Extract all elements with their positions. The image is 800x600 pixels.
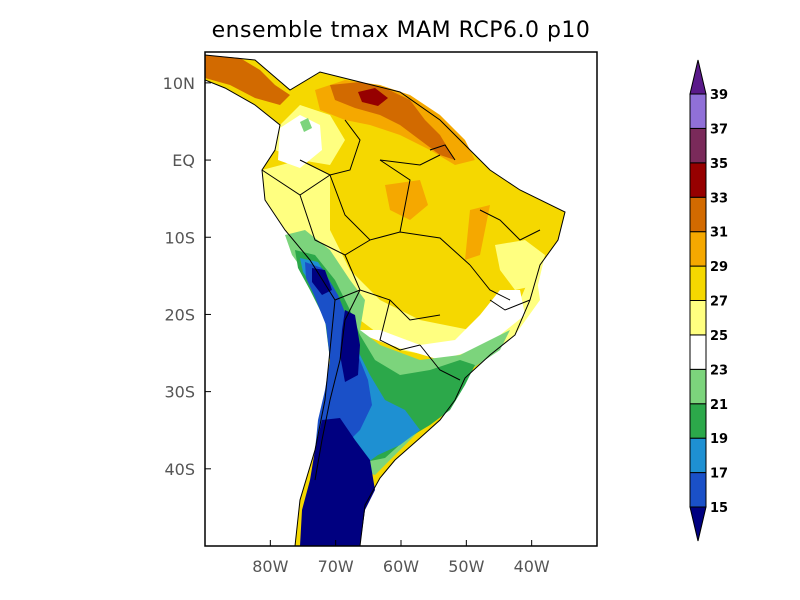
lon-tick-label: 40W: [514, 557, 550, 576]
longitude-axis: 80W 70W 60W 50W 40W: [252, 540, 550, 576]
lat-tick-label: 30S: [164, 383, 195, 402]
lat-tick-label: 10S: [164, 228, 195, 247]
colorbar-swatch: [689, 127, 707, 164]
band-23-25-south: [350, 290, 525, 360]
band-29-31-east: [465, 205, 490, 260]
colorbar-level-label: 15: [710, 501, 728, 516]
band-21-23-spot: [300, 118, 312, 132]
colorbar-level-label: 21: [710, 398, 728, 413]
lat-tick-label: 10N: [163, 74, 195, 93]
colorbar-level-label: 39: [710, 88, 728, 103]
colorbar-swatch: [689, 437, 707, 474]
lat-tick-label: 40S: [164, 460, 195, 479]
colorbar-level-label: 23: [710, 363, 728, 378]
lat-tick-label: EQ: [172, 151, 195, 170]
colorbar-swatch: [689, 93, 707, 129]
latitude-axis: 10N EQ 10S 20S 30S 40S: [163, 74, 211, 479]
colorbar-swatch: [689, 196, 707, 233]
colorbar-level-label: 31: [710, 226, 728, 241]
colorbar-level-label: 25: [710, 329, 728, 344]
colorbar-swatch: [689, 472, 707, 508]
lon-tick-label: 60W: [383, 557, 419, 576]
lon-tick-label: 50W: [448, 557, 484, 576]
colorbar-swatch: [689, 334, 707, 370]
band-25-27-east: [495, 240, 545, 290]
band-below-15-north: [312, 268, 332, 295]
colorbar: 15 17 19 21 23 25 27 29 31 33 35 37 39: [689, 59, 728, 542]
colorbar-level-label: 29: [710, 260, 728, 275]
lon-tick-label: 70W: [318, 557, 354, 576]
map-title: ensemble tmax MAM RCP6.0 p10: [211, 18, 591, 43]
colorbar-below-arrow: [689, 506, 707, 542]
band-33-35: [358, 88, 388, 106]
temperature-field: [205, 54, 566, 546]
colorbar-swatch: [689, 403, 707, 439]
colorbar-above-arrow: [689, 59, 707, 95]
lon-tick-label: 80W: [252, 557, 288, 576]
colorbar-level-label: 27: [710, 295, 728, 310]
colorbar-level-label: 17: [710, 467, 728, 482]
lat-tick-label: 20S: [164, 305, 195, 324]
colorbar-level-label: 37: [710, 122, 728, 137]
colorbar-level-label: 33: [710, 191, 728, 206]
colorbar-level-label: 35: [710, 157, 728, 172]
colorbar-swatch: [689, 300, 707, 336]
band-below-15-mid: [340, 310, 360, 382]
band-31-33-north: [330, 82, 455, 160]
colorbar-swatch: [689, 231, 707, 267]
colorbar-swatch: [689, 162, 707, 198]
colorbar-swatch: [689, 265, 707, 302]
band-31-33-central-america: [205, 55, 290, 105]
country-borders: [205, 54, 566, 546]
colorbar-level-label: 19: [710, 432, 728, 447]
colorbar-swatch: [689, 368, 707, 405]
band-below-15-south: [300, 418, 375, 546]
